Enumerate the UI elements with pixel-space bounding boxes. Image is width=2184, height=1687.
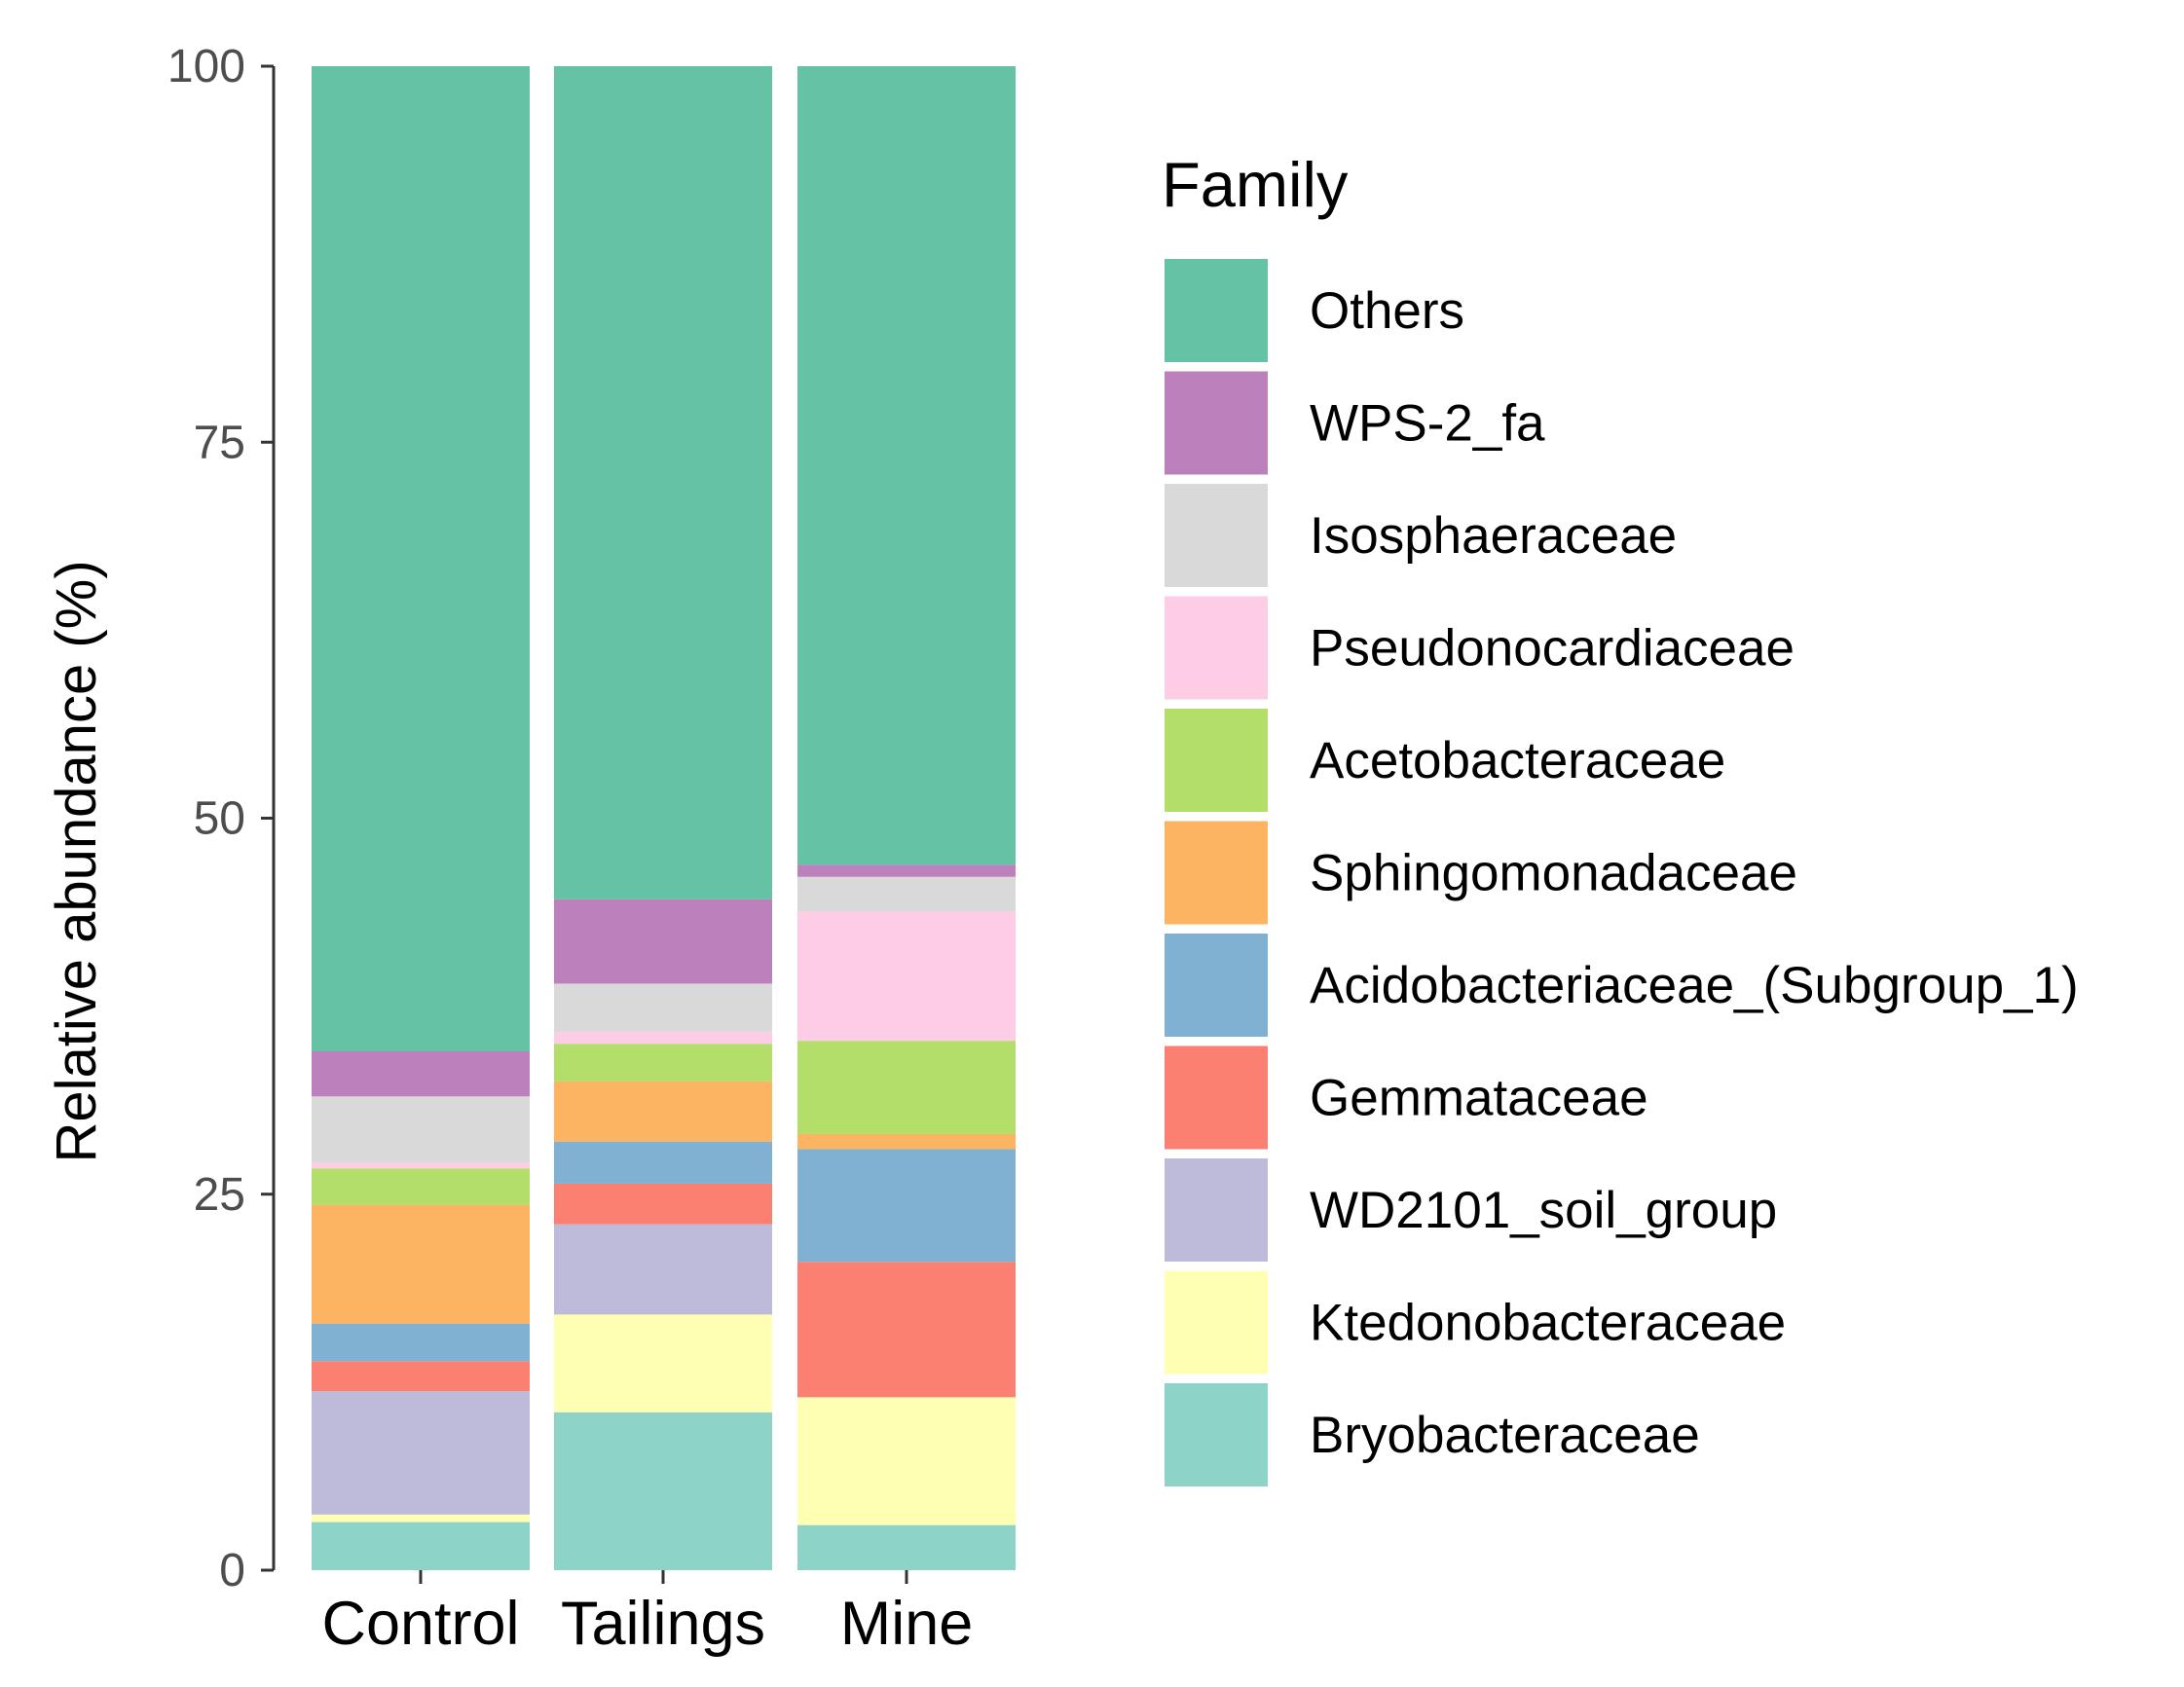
- legend-label: Ktedonobacteraceae: [1310, 1295, 1786, 1352]
- legend-label: Isosphaeraceae: [1310, 507, 1677, 565]
- y-tick-label: 75: [194, 417, 245, 468]
- legend-swatch: [1165, 709, 1268, 812]
- y-ticks: 0 25 50 75 100: [167, 41, 274, 1596]
- legend-item-bryobacteraceae: Bryobacteraceae: [1165, 1383, 1700, 1486]
- legend-item-acidobacteriaceae-subgroup-1: Acidobacteriaceae_(Subgroup_1): [1165, 934, 2079, 1037]
- x-tick-label: Control: [321, 1590, 519, 1658]
- legend-label: WPS-2_fa: [1310, 395, 1545, 453]
- bar-segment-wps-2-fa: [554, 899, 772, 984]
- bar-segment-pseudonocardiaceae: [797, 911, 1016, 1042]
- legend-label: Gemmataceae: [1310, 1070, 1648, 1127]
- bar-segment-isosphaeraceae: [312, 1096, 530, 1163]
- legend-swatch: [1165, 484, 1268, 587]
- bar-segment-pseudonocardiaceae: [554, 1031, 772, 1045]
- legend-swatch: [1165, 1045, 1268, 1150]
- bar-segment-wps-2-fa: [312, 1050, 530, 1097]
- y-tick-label: 100: [167, 41, 245, 92]
- bar-segment-ktedonobacteraceae: [554, 1314, 772, 1412]
- legend-label: Acetobacteraceae: [1310, 732, 1725, 789]
- x-ticks: Control Tailings Mine: [321, 1570, 973, 1658]
- bar-segment-acidobacteriaceae-subgroup-1: [797, 1149, 1016, 1263]
- bar-segment-ktedonobacteraceae: [312, 1514, 530, 1522]
- bar-segment-wd2101-soil-group: [312, 1391, 530, 1515]
- legend-swatch: [1165, 934, 1268, 1037]
- legend-item-acetobacteraceae: Acetobacteraceae: [1165, 709, 1725, 812]
- bar-segment-isosphaeraceae: [554, 983, 772, 1032]
- legend-label: WD2101_soil_group: [1310, 1182, 1777, 1239]
- legend-item-ktedonobacteraceae: Ktedonobacteraceae: [1165, 1270, 1786, 1375]
- legend-label: Acidobacteriaceae_(Subgroup_1): [1310, 957, 2079, 1014]
- y-tick-label: 50: [194, 793, 245, 845]
- bar-segment-acidobacteriaceae-subgroup-1: [312, 1323, 530, 1362]
- bar-segment-bryobacteraceae: [797, 1524, 1016, 1570]
- bar-segment-pseudonocardiaceae: [312, 1162, 530, 1169]
- bar-segment-bryobacteraceae: [312, 1522, 530, 1570]
- legend-item-gemmataceae: Gemmataceae: [1165, 1045, 1648, 1150]
- y-axis-title: Relative abundance (%): [45, 560, 108, 1162]
- bar-segment-wd2101-soil-group: [554, 1224, 772, 1315]
- legend-label: Sphingomonadaceae: [1310, 845, 1797, 902]
- bar-segment-wps-2-fa: [797, 864, 1016, 877]
- legend-swatch: [1165, 1270, 1268, 1375]
- bar-segment-gemmataceae: [554, 1183, 772, 1225]
- legend-item-pseudonocardiaceae: Pseudonocardiaceae: [1165, 596, 1795, 700]
- legend-item-sphingomonadaceae: Sphingomonadaceae: [1165, 821, 1797, 925]
- bar-segment-acetobacteraceae: [797, 1041, 1016, 1134]
- x-tick-label: Mine: [840, 1590, 974, 1658]
- bar-segment-others: [797, 66, 1016, 865]
- legend-label: Pseudonocardiaceae: [1310, 620, 1795, 678]
- legend-title: Family: [1162, 149, 1349, 220]
- bar-group-tailings: [554, 66, 772, 1570]
- bar-segment-bryobacteraceae: [554, 1412, 772, 1570]
- bar-segment-sphingomonadaceae: [554, 1081, 772, 1142]
- y-tick-label: 0: [219, 1545, 245, 1596]
- legend-swatch: [1165, 596, 1268, 700]
- bar-segment-acetobacteraceae: [312, 1168, 530, 1205]
- bar-segment-ktedonobacteraceae: [797, 1397, 1016, 1525]
- legend-swatch: [1165, 1158, 1268, 1262]
- bar-segment-acidobacteriaceae-subgroup-1: [554, 1141, 772, 1184]
- bar-segment-gemmataceae: [797, 1262, 1016, 1398]
- legend-swatch: [1165, 1383, 1268, 1486]
- bar-group-control: [312, 66, 530, 1570]
- legend-label: Others: [1310, 282, 1464, 340]
- bar-segment-acetobacteraceae: [554, 1044, 772, 1082]
- legend-swatch: [1165, 259, 1268, 362]
- bar-segment-others: [554, 66, 772, 899]
- legend-item-others: Others: [1165, 259, 1464, 362]
- bars: [312, 66, 1016, 1570]
- legend-item-isosphaeraceae: Isosphaeraceae: [1165, 484, 1677, 587]
- legend-item-wps-2-fa: WPS-2_fa: [1165, 371, 1545, 475]
- bar-group-mine: [797, 66, 1016, 1570]
- legend: Others WPS-2_fa Isosphaeraceae Pseudonocard…: [1165, 259, 2079, 1486]
- bar-segment-sphingomonadaceae: [797, 1133, 1016, 1150]
- legend-item-wd2101-soil-group: WD2101_soil_group: [1165, 1158, 1777, 1262]
- legend-swatch: [1165, 371, 1268, 475]
- bar-segment-sphingomonadaceae: [312, 1204, 530, 1324]
- legend-swatch: [1165, 821, 1268, 925]
- bar-segment-gemmataceae: [312, 1361, 530, 1392]
- x-tick-label: Tailings: [561, 1590, 765, 1658]
- y-tick-label: 25: [194, 1169, 245, 1221]
- bar-segment-isosphaeraceae: [797, 876, 1016, 912]
- bar-segment-others: [312, 66, 530, 1051]
- legend-label: Bryobacteraceae: [1310, 1407, 1700, 1464]
